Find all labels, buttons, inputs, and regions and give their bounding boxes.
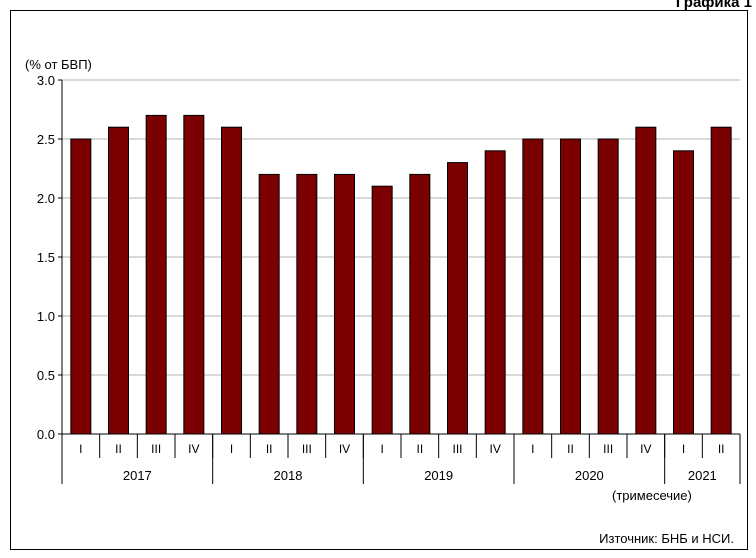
- y-axis-label: (% от БВП): [25, 57, 92, 72]
- bar: [484, 150, 506, 435]
- y-tick-label: 2.0: [37, 191, 55, 206]
- quarter-label: I: [380, 442, 383, 456]
- gridlines: [62, 79, 740, 376]
- bar: [183, 114, 205, 435]
- quarter-label: III: [452, 442, 462, 456]
- quarter-label: III: [302, 442, 312, 456]
- bar: [296, 173, 318, 435]
- bar: [108, 126, 129, 435]
- year-label: 2017: [123, 468, 152, 483]
- bar: [560, 138, 581, 435]
- quarter-label: II: [416, 442, 423, 456]
- quarter-label: IV: [339, 442, 350, 456]
- year-label: 2021: [688, 468, 717, 483]
- year-label: 2020: [575, 468, 604, 483]
- quarter-label: II: [115, 442, 122, 456]
- bar: [447, 162, 468, 435]
- y-tick-label: 0.0: [37, 427, 55, 442]
- quarter-label: III: [603, 442, 613, 456]
- chart-frame: [10, 10, 748, 550]
- bar: [221, 126, 242, 435]
- quarter-label: II: [567, 442, 574, 456]
- x-axis-label: (тримесечие): [612, 488, 692, 503]
- bar: [334, 173, 355, 435]
- quarter-label: IV: [489, 442, 500, 456]
- source-note: Източник: БНБ и НСИ.: [599, 531, 734, 546]
- bar: [258, 173, 280, 435]
- bar: [371, 185, 393, 435]
- bar: [673, 150, 694, 435]
- y-tick-label: 3.0: [37, 73, 55, 88]
- quarter-label: II: [718, 442, 725, 456]
- quarter-label: I: [79, 442, 82, 456]
- figure-label: Графика 1: [675, 0, 752, 11]
- bars: [70, 114, 732, 435]
- year-label: 2019: [424, 468, 453, 483]
- quarter-label: III: [151, 442, 161, 456]
- bar: [70, 138, 92, 435]
- year-label: 2018: [274, 468, 303, 483]
- quarter-label: I: [230, 442, 233, 456]
- quarter-label: IV: [188, 442, 199, 456]
- quarter-label: I: [682, 442, 685, 456]
- bar: [522, 138, 544, 435]
- axes: 0.00.51.01.52.02.53.0I II III IV I II III IV I II…: [37, 73, 741, 484]
- quarter-label: IV: [640, 442, 651, 456]
- y-tick-label: 1.0: [37, 309, 55, 324]
- quarter-label: II: [266, 442, 273, 456]
- bar: [710, 126, 732, 435]
- quarter-label: I: [531, 442, 534, 456]
- y-tick-label: 0.5: [37, 368, 55, 383]
- bar: [635, 126, 657, 435]
- y-tick-label: 1.5: [37, 250, 55, 265]
- y-tick-label: 2.5: [37, 132, 55, 147]
- bar: [145, 114, 167, 435]
- bar: [597, 138, 619, 435]
- bar: [409, 173, 431, 435]
